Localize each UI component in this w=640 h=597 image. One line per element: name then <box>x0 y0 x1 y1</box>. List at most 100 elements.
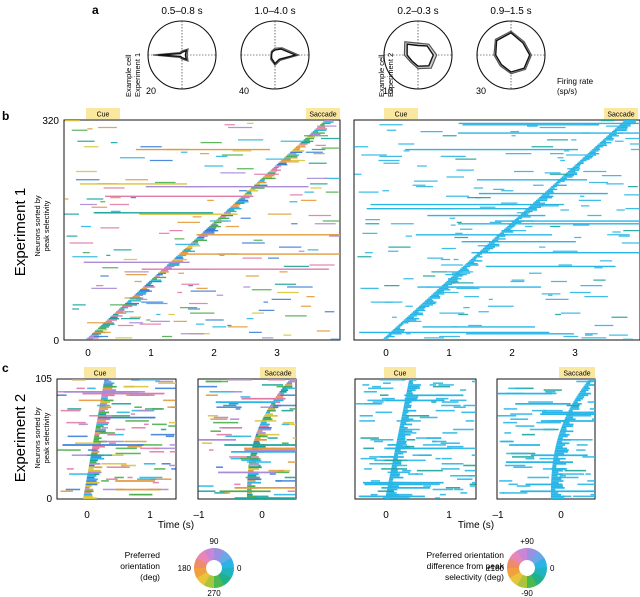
raster-peak <box>554 183 559 185</box>
raster-segment <box>551 468 568 470</box>
raster-segment <box>378 159 400 162</box>
polar-scale-label: 20 <box>146 86 156 96</box>
raster-segment <box>93 331 111 333</box>
raster-segment <box>605 125 631 127</box>
raster-segment <box>532 409 547 412</box>
raster-segment <box>139 476 163 479</box>
raster-segment <box>125 274 147 276</box>
raster-segment <box>412 184 426 186</box>
raster-segment <box>152 481 159 484</box>
raster-segment <box>559 475 566 477</box>
raster-segment <box>139 323 162 325</box>
raster-peak <box>499 232 504 235</box>
raster-rows <box>355 379 476 499</box>
raster-peak <box>105 320 112 323</box>
raster-segment <box>242 257 262 259</box>
raster-peak <box>186 246 193 248</box>
raster-peak <box>572 403 582 405</box>
raster-segment <box>525 225 533 228</box>
raster-peak <box>604 137 614 140</box>
raster-segment <box>277 291 299 294</box>
raster-peak <box>553 457 566 460</box>
raster-segment <box>549 173 568 175</box>
raster-peak <box>101 394 115 397</box>
raster-segment <box>431 271 448 273</box>
raster-long <box>83 261 190 263</box>
raster-peak <box>249 188 256 191</box>
raster-segment <box>116 411 130 414</box>
raster-segment <box>370 493 378 496</box>
raster-segment <box>202 442 213 444</box>
raster-segment <box>375 411 393 414</box>
raster-long <box>115 488 161 491</box>
polar-tuning-inner <box>494 32 531 73</box>
raster-segment <box>285 315 307 317</box>
raster-segment <box>108 442 116 444</box>
wheel-bottom-label: 270 <box>207 589 221 597</box>
raster-long <box>141 268 329 270</box>
raster-segment <box>360 287 379 289</box>
raster-segment <box>531 146 554 148</box>
raster-peak <box>297 144 306 147</box>
raster-peak <box>261 177 276 180</box>
raster-segment <box>64 198 69 200</box>
raster-segment <box>86 454 113 456</box>
raster-segment <box>72 304 86 306</box>
raster-segment <box>251 289 272 291</box>
raster-long <box>241 397 281 400</box>
raster-peak <box>552 464 557 467</box>
raster-peak <box>116 311 124 313</box>
raster-long <box>366 208 530 210</box>
time-xlabel: Time (s) <box>458 520 494 531</box>
raster-peak <box>441 285 449 287</box>
raster-segment <box>255 495 269 498</box>
raster-segment <box>130 379 140 381</box>
raster-segment <box>585 473 591 475</box>
raster-segment <box>354 173 362 175</box>
raster-peak <box>400 322 409 324</box>
raster-segment <box>66 468 74 470</box>
raster-peak <box>487 243 500 246</box>
raster-peak <box>525 209 538 211</box>
raster-peak <box>393 329 406 331</box>
raster-peak <box>601 140 606 142</box>
raster-segment <box>290 159 306 162</box>
raster-long <box>215 401 275 403</box>
raster-segment <box>234 483 241 486</box>
raster-peak <box>551 475 558 477</box>
raster-peak <box>299 143 308 145</box>
raster-segment <box>569 291 591 294</box>
raster-segment <box>379 155 403 157</box>
raster-segment <box>68 473 95 475</box>
raster-segment <box>204 165 224 167</box>
raster-segment <box>115 447 137 450</box>
wheel-sector <box>533 557 547 568</box>
raster-segment <box>439 493 446 496</box>
raster-peak <box>443 283 452 285</box>
raster-segment <box>358 191 379 193</box>
raster-peak <box>581 389 589 391</box>
legend-left-title-line2: orientation <box>120 561 160 571</box>
raster-segment <box>198 490 216 492</box>
raster-segment <box>245 476 261 479</box>
raster-segment <box>567 168 581 170</box>
raster-long <box>471 252 640 254</box>
raster-segment <box>180 333 204 335</box>
raster-peak <box>93 439 99 441</box>
raster-peak <box>551 485 563 487</box>
raster-segment <box>453 258 459 261</box>
raster-segment <box>102 267 119 269</box>
raster-segment <box>115 428 126 431</box>
raster-peak <box>470 258 476 261</box>
raster-peak <box>276 394 284 397</box>
raster-segment <box>171 468 176 470</box>
raster-peak <box>236 201 249 203</box>
raster-peak <box>491 239 499 241</box>
raster-segment <box>137 409 152 412</box>
raster-peak <box>257 428 272 431</box>
raster-segment <box>75 179 100 181</box>
raster-long <box>422 326 535 328</box>
raster-segment <box>502 492 528 494</box>
raster-peak <box>102 389 117 391</box>
